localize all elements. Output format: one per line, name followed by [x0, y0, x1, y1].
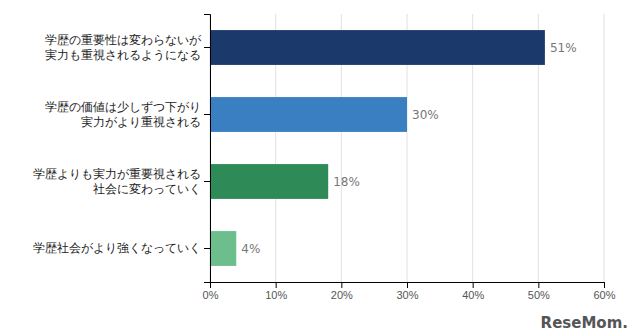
bars	[210, 30, 545, 266]
y-tick-mark	[204, 181, 210, 182]
x-tick-label: 0%	[203, 289, 219, 301]
bar	[210, 97, 407, 132]
x-tick-label: 50%	[528, 289, 550, 301]
grid-line	[604, 14, 605, 282]
y-tick: 学歴の価値は少しずつ下がり実力がより重視される	[45, 100, 210, 130]
watermark: ReseMom.	[541, 314, 628, 332]
y-tick-mark	[204, 248, 210, 249]
y-tick-label-line: 学歴よりも実力が重要視される	[33, 167, 201, 181]
x-axis-line	[211, 283, 605, 289]
data-label: 4%	[241, 242, 260, 256]
y-tick-label-line: 学歴社会がより強くなっていく	[33, 241, 201, 255]
x-tick-mark	[538, 282, 539, 288]
data-label: 30%	[412, 108, 439, 122]
bar	[210, 231, 236, 266]
y-axis: 学歴社会がより強くなっていく学歴よりも実力が重要視される社会に変わっていく学歴の…	[33, 15, 211, 283]
x-tick: 20%	[331, 282, 353, 301]
x-tick-label: 60%	[593, 289, 615, 301]
x-tick: 30%	[396, 282, 418, 301]
x-tick: 60%	[593, 282, 615, 301]
bar	[210, 164, 328, 199]
y-tick-label: 学歴の重要性は変わらないが実力も重視されるようになる	[45, 33, 202, 63]
bar	[210, 30, 545, 65]
x-tick-mark	[407, 282, 408, 288]
x-tick: 50%	[528, 282, 550, 301]
y-tick: 学歴の重要性は変わらないが実力も重視されるようになる	[45, 33, 210, 63]
x-tick-mark	[473, 282, 474, 288]
y-tick-mark	[204, 47, 210, 48]
y-tick-label: 学歴の価値は少しずつ下がり実力がより重視される	[45, 100, 201, 130]
x-tick: 40%	[462, 282, 484, 301]
data-labels: 4% 18% 30% 51%	[241, 41, 576, 256]
x-tick-mark	[276, 282, 277, 288]
y-tick-label: 学歴よりも実力が重要視される社会に変わっていく	[33, 167, 201, 197]
y-tick: 学歴よりも実力が重要視される社会に変わっていく	[33, 167, 210, 197]
x-tick-label: 30%	[396, 289, 418, 301]
x-tick: 10%	[265, 282, 287, 301]
x-tick: 0%	[203, 282, 219, 301]
x-tick-label: 20%	[331, 289, 353, 301]
y-tick-label-line: 実力も重視されるようになる	[45, 48, 201, 62]
x-tick-mark	[341, 282, 342, 288]
y-tick-label-line: 社会に変わっていく	[93, 182, 201, 196]
y-tick-label-line: 学歴の価値は少しずつ下がり	[45, 100, 201, 114]
y-tick-label: 学歴社会がより強くなっていく	[33, 241, 201, 255]
chart: 0%10%20%30%40%50%60%学歴社会がより強くなっていく学歴よりも実…	[0, 0, 640, 334]
data-label: 51%	[550, 41, 577, 55]
y-tick-mark	[204, 114, 210, 115]
y-tick-label-line: 学歴の重要性は変わらないが	[45, 33, 202, 47]
data-label: 18%	[333, 175, 360, 189]
annotations: ReseMom.	[541, 314, 628, 332]
plot: 0%10%20%30%40%50%60%学歴社会がより強くなっていく学歴よりも実…	[33, 14, 616, 301]
x-tick-label: 10%	[265, 289, 287, 301]
y-tick: 学歴社会がより強くなっていく	[33, 241, 210, 255]
x-tick-mark	[604, 282, 605, 288]
x-tick-label: 40%	[462, 289, 484, 301]
x-axis: 0% 10% 20% 30% 40% 50% 60%	[203, 282, 616, 301]
grid	[210, 14, 604, 282]
y-axis-line	[204, 15, 211, 283]
y-tick-label-line: 実力がより重視される	[81, 115, 201, 129]
